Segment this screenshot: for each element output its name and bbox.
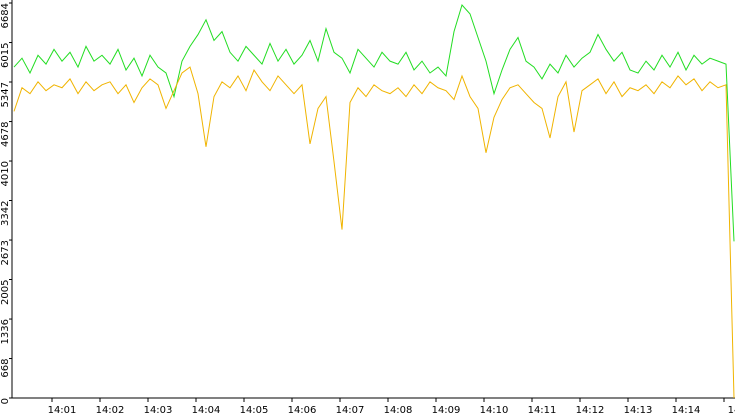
x-tick-label: 14:14 [672, 405, 701, 415]
y-tick-label: 1336 [0, 319, 11, 344]
y-tick-label: 4678 [0, 122, 11, 147]
line [13, 66, 735, 399]
x-tick-label: 14:12 [576, 405, 605, 415]
x-tick-label: 14:05 [240, 405, 269, 415]
x-tick-label: 14:10 [480, 405, 509, 415]
y-tick-label: 4010 [0, 161, 11, 186]
y-tick-label: 0 [0, 398, 11, 404]
x-tick-label: 14:09 [432, 405, 461, 415]
x-tick-label: 14:02 [96, 405, 125, 415]
x-tick-label: 14:08 [384, 405, 413, 415]
y-tick-label: 2673 [0, 240, 11, 265]
y-tick-label: 6684 [0, 3, 11, 28]
y-tick-label: 3342 [0, 201, 11, 226]
x-tick-label: 14:03 [144, 405, 173, 415]
y-tick-label: 668 [0, 359, 11, 378]
y-tick-label: 6015 [0, 43, 11, 68]
line [13, 4, 735, 242]
x-tick-label: 14:06 [288, 405, 317, 415]
x-tick-label: 14:13 [624, 405, 653, 415]
y-tick-label: 5347 [0, 82, 11, 107]
x-tick-label: 14:04 [192, 405, 221, 415]
x-tick-label: 14:01 [48, 405, 77, 415]
x-tick-label: 14 [728, 405, 735, 415]
y-tick-label: 2005 [0, 280, 11, 305]
x-tick-label: 14:11 [528, 405, 557, 415]
x-tick-label: 14:07 [336, 405, 365, 415]
